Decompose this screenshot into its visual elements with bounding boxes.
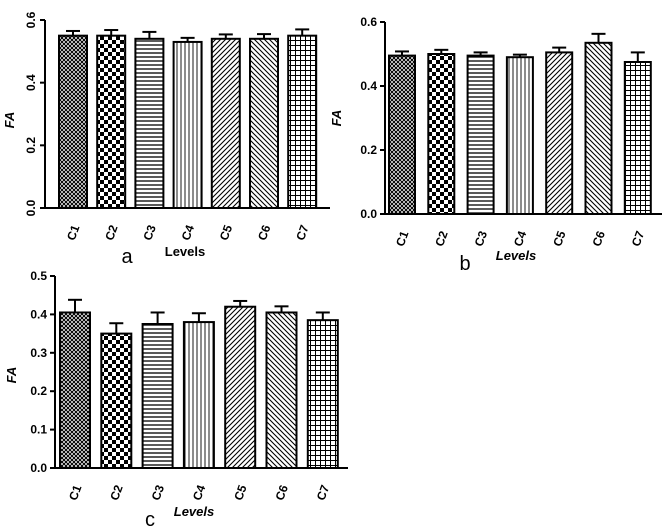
bar	[466, 54, 495, 215]
y-tick-label: 0.0	[24, 199, 38, 216]
x-tick-label: C5	[550, 229, 569, 249]
bar	[59, 311, 91, 470]
x-tick-label: C7	[314, 483, 333, 503]
y-axis-label: FA	[329, 110, 344, 127]
bar	[505, 56, 534, 216]
y-tick-label: 0.1	[30, 423, 47, 437]
y-tick-label: 0.2	[24, 137, 38, 154]
x-tick-label: C1	[393, 229, 412, 249]
x-tick-label: C4	[190, 483, 209, 503]
y-tick-label: 0.6	[360, 15, 377, 29]
bar	[265, 311, 298, 470]
y-tick-label: 0.4	[360, 79, 377, 93]
bar	[306, 319, 339, 469]
x-tick-label: C6	[255, 223, 274, 243]
bar	[58, 34, 88, 209]
panel-letter: b	[459, 253, 470, 275]
bar	[224, 305, 257, 469]
x-tick-label: C7	[629, 229, 648, 249]
x-tick-label: C1	[66, 483, 85, 503]
bar	[210, 37, 241, 209]
x-tick-label: C4	[179, 223, 198, 243]
x-tick-label: C7	[293, 223, 312, 243]
bar	[134, 37, 165, 209]
bar	[545, 51, 574, 216]
y-tick-label: 0.2	[360, 143, 377, 157]
panel-letter: a	[121, 246, 133, 268]
x-tick-label: C6	[273, 483, 292, 503]
y-tick-label: 0.2	[30, 384, 47, 398]
x-tick-label: C3	[140, 223, 159, 243]
chart-panel-a: 0.0 0.2 0.4 0.6 C1 C2 C3 C4 C5 C6 C7 FA Levels a	[2, 11, 330, 268]
chart-panel-c: 0.0 0.1 0.2 0.3 0.4 0.5 C1 C2 C3 C4 C5 C6 C7 FA Levels…	[4, 269, 348, 530]
y-tick-label: 0.4	[30, 307, 47, 321]
x-tick-label: C6	[590, 229, 609, 249]
x-tick-label: C1	[64, 223, 83, 243]
x-tick-label: C4	[511, 229, 530, 249]
bar	[141, 323, 174, 469]
bar	[427, 53, 456, 215]
y-tick-label: 0.6	[24, 11, 38, 28]
bar	[100, 332, 133, 469]
y-axis-label: FA	[4, 367, 19, 384]
y-tick-label: 0.5	[30, 269, 47, 283]
x-tick-label: C5	[231, 483, 250, 503]
x-tick-label: C2	[432, 229, 451, 249]
bar	[249, 37, 279, 209]
y-tick-label: 0.0	[30, 461, 47, 475]
bar	[96, 34, 127, 209]
chart-panel-b: 0.0 0.2 0.4 0.6 C1 C2 C3 C4 C5 C6 C7 FA Levels b	[329, 15, 662, 275]
y-axis-label: FA	[2, 112, 17, 129]
panel-letter: c	[145, 509, 155, 530]
bar	[172, 40, 203, 209]
bar	[584, 41, 613, 215]
x-axis-label: Levels	[165, 244, 205, 259]
y-tick-label: 0.4	[24, 74, 38, 91]
bar	[182, 321, 215, 469]
x-tick-label: C5	[217, 223, 236, 243]
y-tick-label: 0.0	[360, 207, 377, 221]
bar	[287, 34, 318, 209]
bar	[388, 54, 416, 215]
x-tick-label: C3	[149, 483, 168, 503]
y-tick-label: 0.3	[30, 346, 47, 360]
x-tick-label: C2	[107, 483, 126, 503]
x-tick-label: C2	[102, 223, 121, 243]
x-axis-label: Levels	[496, 248, 536, 263]
x-tick-label: C3	[472, 229, 491, 249]
x-axis-label: Levels	[174, 504, 214, 519]
bar	[623, 61, 652, 215]
